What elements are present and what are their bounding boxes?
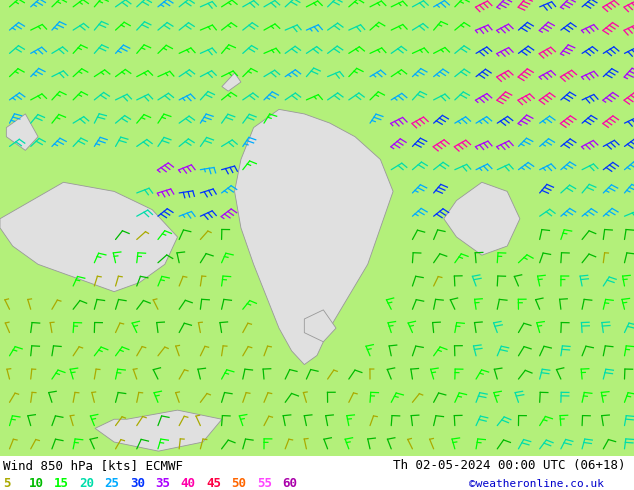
Text: 5: 5 — [3, 477, 11, 490]
Text: 40: 40 — [181, 477, 196, 490]
Text: 10: 10 — [29, 477, 44, 490]
Text: 20: 20 — [79, 477, 94, 490]
Text: 55: 55 — [257, 477, 272, 490]
Text: 35: 35 — [155, 477, 171, 490]
Text: ©weatheronline.co.uk: ©weatheronline.co.uk — [469, 479, 604, 489]
Text: 60: 60 — [282, 477, 297, 490]
Text: Wind 850 hPa [kts] ECMWF: Wind 850 hPa [kts] ECMWF — [3, 459, 183, 472]
Text: 25: 25 — [105, 477, 120, 490]
Text: Th 02-05-2024 00:00 UTC (06+18): Th 02-05-2024 00:00 UTC (06+18) — [393, 459, 626, 472]
Text: 50: 50 — [231, 477, 247, 490]
Text: 15: 15 — [54, 477, 69, 490]
Text: 30: 30 — [130, 477, 145, 490]
Text: 45: 45 — [206, 477, 221, 490]
